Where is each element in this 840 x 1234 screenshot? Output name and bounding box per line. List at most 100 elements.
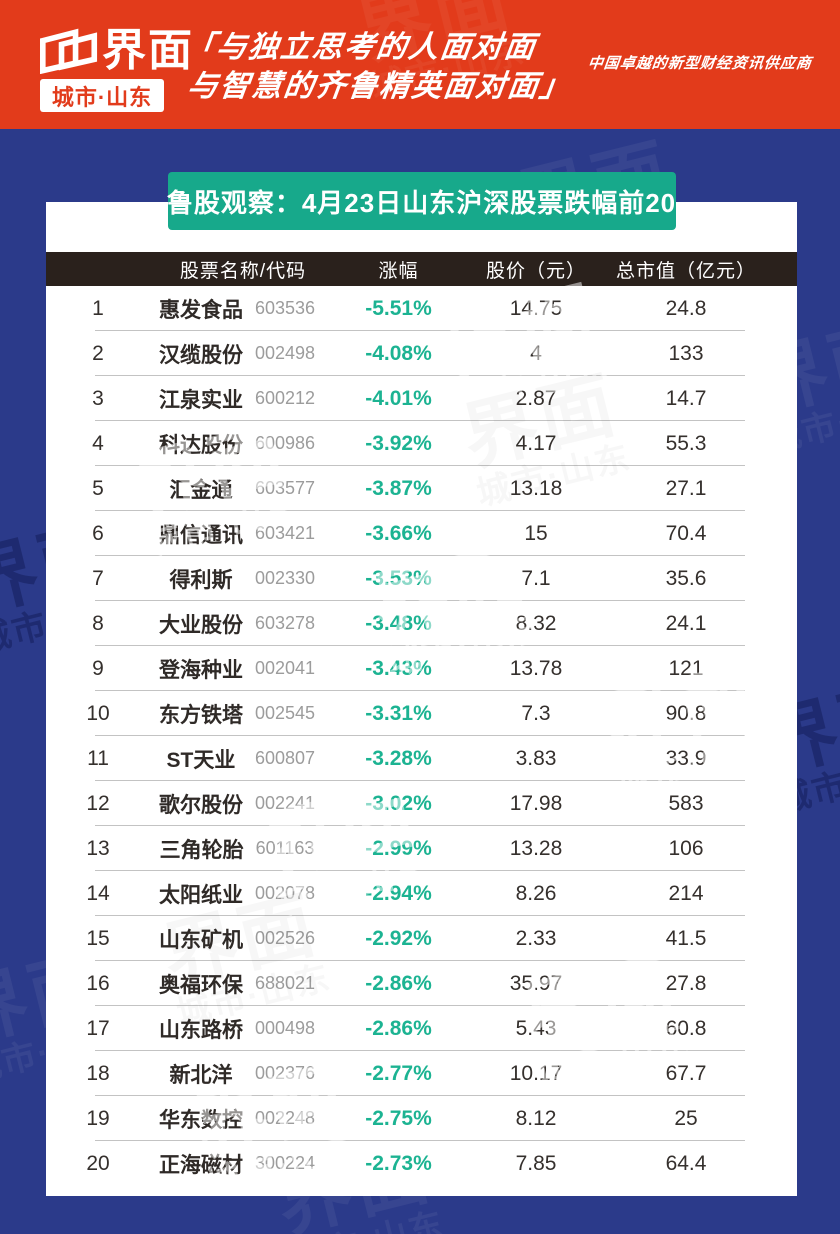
table-body: 1 惠发食品 603536 -5.51% 14.75 24.8 2 汉缆股份 0…: [46, 286, 797, 1186]
stock-name-cell: 得利斯 002330: [150, 564, 336, 594]
stock-name-cell: 大业股份 603278: [150, 609, 336, 639]
change-percent: -5.51%: [365, 296, 432, 320]
stock-price: 3.83: [515, 746, 557, 770]
stock-price: 7.85: [515, 1151, 557, 1175]
rank-number: 13: [86, 836, 110, 860]
stock-price: 2.87: [515, 386, 557, 410]
stock-price: 15: [524, 521, 548, 545]
table-row: 14 太阳纸业 002078 -2.94% 8.26 214: [46, 871, 797, 916]
stock-code: 002078: [254, 883, 316, 903]
change-percent: -4.01%: [365, 386, 432, 410]
rank-number: 5: [92, 476, 104, 500]
stock-name-cell: 鼎信通讯 603421: [150, 519, 336, 549]
change-percent: -3.53%: [365, 566, 432, 590]
change-percent: -2.86%: [365, 1016, 432, 1040]
header-quote: 「与独立思考的人面对面 与智慧的齐鲁精英面对面」: [177, 28, 579, 106]
stock-name: 山东矿机: [158, 928, 243, 952]
change-percent: -3.31%: [365, 701, 432, 725]
table-header: 股票名称/代码 涨幅 股价（元） 总市值（亿元）: [46, 252, 797, 286]
market-cap: 27.8: [665, 971, 707, 995]
stock-name: 新北洋: [169, 1063, 233, 1087]
rank-number: 20: [86, 1151, 110, 1175]
table-row: 7 得利斯 002330 -3.53% 7.1 35.6: [46, 556, 797, 601]
stock-price: 7.3: [521, 701, 551, 725]
stock-name: 奥福环保: [158, 973, 243, 997]
market-cap: 214: [668, 881, 704, 905]
market-cap: 14.7: [665, 386, 707, 410]
stock-name-cell: 科达股份 600986: [150, 429, 336, 459]
market-cap: 133: [668, 341, 704, 365]
stock-code: 002545: [254, 703, 316, 723]
table-row: 16 奥福环保 688021 -2.86% 35.97 27.8: [46, 961, 797, 1006]
rank-number: 12: [86, 791, 110, 815]
stock-code: 603577: [254, 478, 316, 498]
stock-code: 300224: [254, 1153, 316, 1173]
column-header-change: 涨幅: [378, 260, 419, 282]
table-row: 1 惠发食品 603536 -5.51% 14.75 24.8: [46, 286, 797, 331]
change-percent: -3.28%: [365, 746, 432, 770]
stock-name-cell: ST天业 600807: [150, 744, 336, 774]
stock-name: 科达股份: [158, 433, 243, 457]
stock-price: 14.75: [509, 296, 563, 320]
stock-code: 002376: [254, 1063, 316, 1083]
stock-code: 002526: [254, 928, 316, 948]
stock-code: 600212: [254, 388, 316, 408]
change-percent: -3.92%: [365, 431, 432, 455]
stock-code: 603421: [254, 523, 316, 543]
change-percent: -3.66%: [365, 521, 432, 545]
logo-row: 界面: [40, 28, 194, 74]
market-cap: 35.6: [665, 566, 707, 590]
change-percent: -2.77%: [365, 1061, 432, 1085]
stock-code: 002498: [254, 343, 316, 363]
market-cap: 24.8: [665, 296, 707, 320]
stock-code: 000498: [254, 1018, 316, 1038]
stock-code: 002041: [254, 658, 316, 678]
rank-number: 8: [92, 611, 104, 635]
market-cap: 70.4: [665, 521, 707, 545]
stock-name-cell: 汉缆股份 002498: [150, 339, 336, 369]
stock-name: 得利斯: [169, 568, 233, 592]
table-row: 3 江泉实业 600212 -4.01% 2.87 14.7: [46, 376, 797, 421]
table-row: 6 鼎信通讯 603421 -3.66% 15 70.4: [46, 511, 797, 556]
stock-price: 35.97: [509, 971, 563, 995]
table-row: 17 山东路桥 000498 -2.86% 5.43 60.8: [46, 1006, 797, 1051]
stock-name: 惠发食品: [158, 298, 243, 322]
stock-price: 5.43: [515, 1016, 557, 1040]
stock-name-cell: 奥福环保 688021: [150, 969, 336, 999]
stock-price: 8.26: [515, 881, 557, 905]
stock-name-cell: 正海磁材 300224: [150, 1149, 336, 1179]
title-banner: 鲁股观察：4月23日山东沪深股票跌幅前20: [167, 172, 676, 230]
stock-name-cell: 新北洋 002376: [150, 1059, 336, 1089]
stock-price: 4: [530, 341, 542, 365]
rank-number: 3: [92, 386, 104, 410]
stock-price: 8.12: [515, 1106, 557, 1130]
rank-number: 19: [86, 1106, 110, 1130]
stock-name-cell: 惠发食品 603536: [150, 294, 336, 324]
stock-price: 8.32: [515, 611, 557, 635]
jiemian-logo-icon: [40, 28, 98, 74]
stock-name: 江泉实业: [158, 388, 243, 412]
table-row: 13 三角轮胎 601163 -2.99% 13.28 106: [46, 826, 797, 871]
stock-price: 13.18: [509, 476, 563, 500]
stock-price: 13.28: [509, 836, 563, 860]
header-bar: 界面 城市·山东 界面 城市·山东 「与独立思考的人面对面 与智慧的齐鲁精英面对…: [0, 0, 840, 129]
stock-name: 登海种业: [158, 658, 243, 682]
logo-subtitle: 城市·山东: [40, 79, 164, 112]
stock-code: 600807: [254, 748, 316, 768]
table-row: 18 新北洋 002376 -2.77% 10.17 67.7: [46, 1051, 797, 1096]
stock-code: 002248: [254, 1108, 316, 1128]
stock-name: 汉缆股份: [158, 343, 243, 367]
stock-name-cell: 山东路桥 000498: [150, 1014, 336, 1044]
stock-name: 歌尔股份: [158, 793, 243, 817]
stock-price: 13.78: [509, 656, 563, 680]
table-row: 9 登海种业 002041 -3.43% 13.78 121: [46, 646, 797, 691]
stock-name-cell: 太阳纸业 002078: [150, 879, 336, 909]
market-cap: 106: [668, 836, 704, 860]
column-header-name-code: 股票名称/代码: [179, 260, 307, 282]
data-card: 鲁股观察：4月23日山东沪深股票跌幅前20 股票名称/代码 涨幅 股价（元） 总…: [46, 172, 797, 1196]
rank-number: 18: [86, 1061, 110, 1085]
rank-number: 7: [92, 566, 104, 590]
stock-name-cell: 江泉实业 600212: [150, 384, 336, 414]
